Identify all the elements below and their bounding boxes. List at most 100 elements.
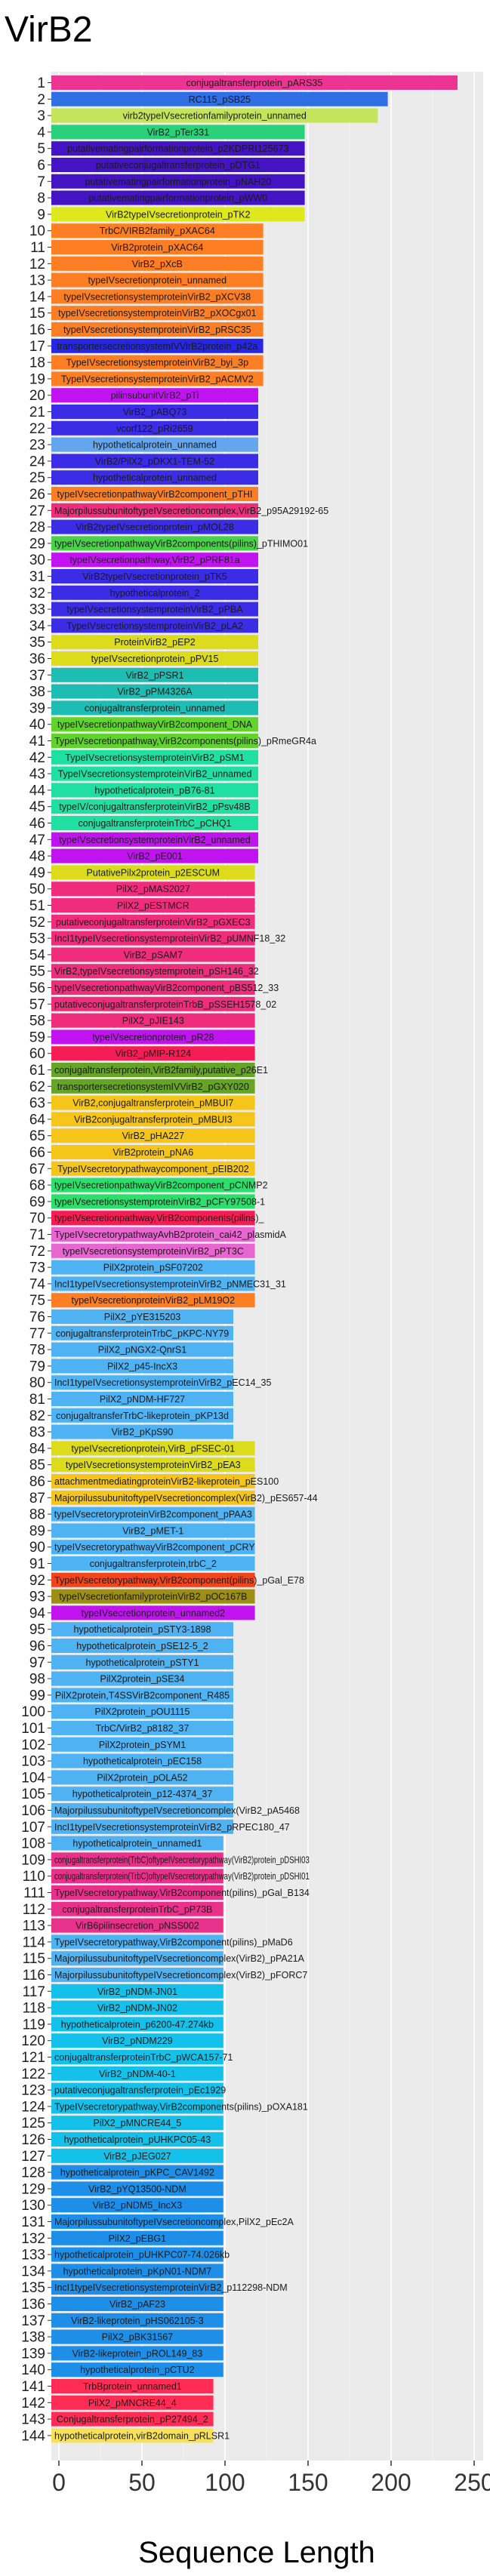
- y-tick-label: 99: [29, 1688, 45, 1703]
- bar-label: TypeIVsecretionsystemproteinVirB2_pLA2: [66, 620, 243, 631]
- y-tick-label: 95: [29, 1622, 45, 1638]
- bar-label: typeIVsecretionpathway,VirB2components(p…: [54, 1213, 265, 1223]
- bar: [51, 1441, 255, 1456]
- bar: [51, 1310, 233, 1324]
- bar: [51, 717, 258, 732]
- bar-label: RC115_pSB25: [189, 94, 251, 105]
- y-tick-label: 120: [21, 2033, 45, 2049]
- bar-label: conjugaltransferproteinTrbC_pKPC-NY79: [56, 1328, 230, 1339]
- x-tick-label: 200: [371, 2469, 411, 2496]
- bar: [51, 1934, 223, 1950]
- bar: [51, 585, 258, 600]
- bar: [51, 1507, 255, 1522]
- bar: [51, 2082, 223, 2097]
- bar: [51, 2247, 223, 2262]
- bar-label: conjugaltransferprotein_pARS35: [186, 78, 323, 88]
- bar-label: TrbBprotein_unnamed1: [83, 2381, 182, 2392]
- bar-label: VirB2_pMET-1: [122, 1525, 183, 1536]
- bar: [51, 996, 255, 1011]
- bar: [51, 306, 263, 321]
- bar-label: TypeIVsecretionpathway,VirB2components(p…: [54, 736, 316, 746]
- bar-label: TypeIVsecretorypathway,VirB2component(pi…: [54, 1575, 304, 1586]
- bar-label: VirB2protein_pNA6: [112, 1147, 193, 1158]
- bar-label: conjugaltransferproteinTrbC_pCHQ1: [78, 818, 231, 829]
- bar-label: IncI1typeIVsecretionsystemproteinVirB2_p…: [54, 1377, 271, 1388]
- y-tick-label: 51: [29, 898, 45, 914]
- bar-label: typeIVsecretionpathwayVirB2component_pCN…: [54, 1180, 268, 1191]
- bar: [51, 1276, 255, 1291]
- bar-label: MajorpilussubunitoftypeIVsecretioncomple…: [54, 2217, 294, 2227]
- y-tick-label: 62: [29, 1079, 45, 1095]
- bar: [51, 1013, 255, 1028]
- bar: [51, 1457, 255, 1473]
- bar: [51, 141, 305, 156]
- bar-label: VirB2_pPSR1: [126, 670, 184, 681]
- bar-label: TrbC/VIRB2family_pXAC64: [100, 226, 215, 236]
- bar: [51, 1753, 233, 1768]
- y-tick-label: 122: [21, 2067, 45, 2082]
- bar: [51, 2000, 223, 2015]
- y-tick-label: 110: [23, 1869, 45, 1885]
- bar-label: hypotheticalprotein_pKPC_CAV1492: [60, 2168, 214, 2178]
- y-tick-label: 121: [21, 2050, 45, 2066]
- bar-label: VirB2_pAF23: [109, 2299, 165, 2310]
- y-tick-label: 20: [29, 388, 45, 404]
- y-tick-label: 34: [29, 618, 46, 634]
- y-tick-label: 28: [29, 520, 45, 536]
- y-tick-label: 24: [29, 454, 46, 469]
- bar-label: hypotheticalprotein_pUHKPC07-74.026kb: [54, 2250, 230, 2261]
- bar-label: hypotheticalprotein_pSTY1: [85, 1657, 199, 1668]
- x-tick-label: 0: [52, 2469, 66, 2496]
- y-tick-label: 43: [29, 767, 45, 783]
- y-tick-label: 112: [23, 1902, 45, 1918]
- bar-label: transportersecretionsystemIVVirB2_pGXY02…: [57, 1082, 249, 1092]
- y-tick-label: 30: [29, 552, 45, 568]
- bar-label: PilX2protein_pOU1115: [94, 1707, 190, 1717]
- bar: [51, 1408, 233, 1423]
- y-tick-label: 68: [29, 1178, 45, 1194]
- bar: [51, 1293, 255, 1308]
- y-tick-label: 124: [21, 2099, 45, 2115]
- y-tick-label: 144: [21, 2428, 45, 2444]
- bar-label: VirB2_pNDM-40-1: [99, 2069, 176, 2079]
- bar: [51, 2165, 223, 2180]
- bar-label: typeIVsecretionpathwayVirB2component_pTH…: [57, 489, 253, 500]
- bar-label: VirB2conjugaltransferprotein_pMBUI3: [74, 1114, 233, 1125]
- bar-label: putativematingpairformationprotein_pNAH2…: [85, 177, 271, 187]
- bar: [51, 1128, 255, 1143]
- y-tick-label: 84: [29, 1441, 46, 1457]
- bar: [51, 223, 263, 239]
- y-tick-label: 79: [29, 1359, 45, 1374]
- y-tick-label: 142: [21, 2396, 45, 2411]
- y-tick-label: 86: [29, 1474, 45, 1490]
- bar: [51, 947, 255, 962]
- y-tick-label: 54: [29, 947, 46, 963]
- bar-label: pilinsubunitVirB2_pTi: [111, 390, 199, 401]
- bar-label: VirB2_pPM4326A: [117, 687, 193, 697]
- y-tick-label: 69: [29, 1194, 45, 1210]
- bar: [51, 1046, 255, 1061]
- bar: [51, 749, 258, 765]
- x-tick-label: 50: [128, 2469, 156, 2496]
- bar: [51, 734, 258, 748]
- bar-label: TypeIVsecretionsystemproteinVirB2_unname…: [58, 769, 252, 780]
- y-tick-label: 42: [29, 750, 45, 766]
- bar: [51, 2050, 223, 2064]
- bar: [51, 1787, 233, 1802]
- y-tick-label: 115: [23, 1951, 45, 1967]
- bar-label: typeIV/conjugaltransferproteinVirB2_pPsv…: [59, 802, 250, 812]
- y-tick-label: 92: [29, 1573, 45, 1589]
- y-tick-label: 35: [29, 635, 45, 651]
- y-tick-label: 39: [29, 700, 45, 716]
- y-tick-label: 131: [21, 2214, 45, 2230]
- bar-label: typeIVsecretionprotein_unnamed2: [82, 1608, 225, 1618]
- bar: [51, 289, 263, 304]
- bar-label: hypotheticalprotein_p6200-47.274kb: [61, 2019, 214, 2030]
- bar: [51, 651, 258, 666]
- bar-label: attachmentmediatingproteinVirB2-likeprot…: [54, 1476, 279, 1487]
- bar-label: hypotheticalprotein_unnamed: [93, 440, 217, 451]
- bar-label: VirB2_pXcB: [132, 259, 183, 269]
- y-tick-label: 38: [29, 685, 45, 700]
- bar-label: typeIVsecretionsystemproteinVirB2_pCFY97…: [54, 1196, 265, 1207]
